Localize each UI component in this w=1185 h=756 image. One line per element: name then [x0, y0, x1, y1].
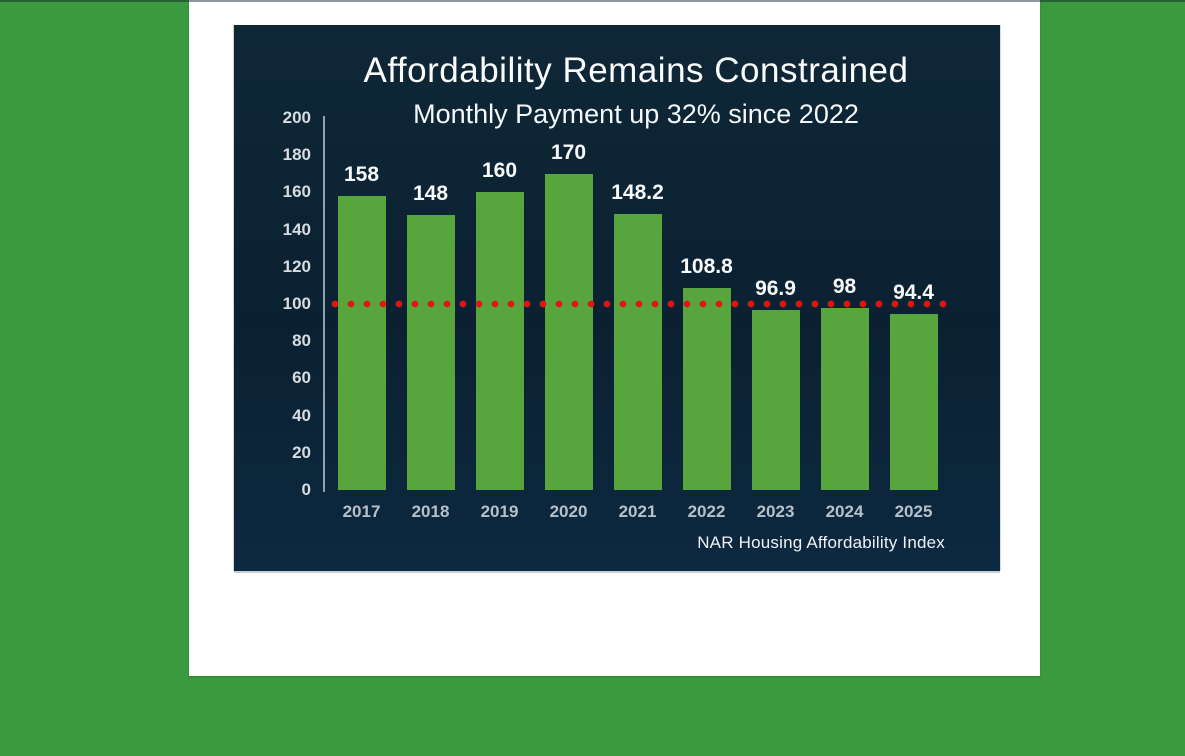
- bar-2017: [337, 196, 386, 490]
- y-tick-label: 80: [292, 331, 311, 351]
- y-tick-label: 160: [282, 182, 311, 202]
- bar-value-label: 158: [343, 163, 380, 187]
- bar-value-label: 96.9: [755, 276, 796, 300]
- bar-value-label: 148: [412, 181, 449, 205]
- bar-2020: [544, 173, 593, 490]
- bar-2025: [889, 314, 938, 490]
- bar-2021: [613, 214, 662, 490]
- affordability-chart: Affordability Remains Constrained Monthl…: [234, 25, 1000, 571]
- source-label: NAR Housing Affordability Index: [697, 533, 945, 552]
- bar-2022: [682, 287, 731, 490]
- bar-2018: [406, 214, 455, 490]
- reference-line-100: [325, 300, 949, 308]
- y-tick-label: 20: [292, 442, 311, 462]
- plot-area: 0 20 40 60 80 100 120 140 160 180 200 158 2017 148 20…: [283, 108, 949, 521]
- bar-value-label: 148.2: [611, 181, 664, 205]
- y-tick-label: 200: [282, 108, 311, 127]
- bar-value-label: 108.8: [680, 254, 733, 278]
- y-tick-label: 60: [292, 368, 311, 388]
- y-tick-label: 120: [282, 256, 311, 276]
- bar-2024: [820, 307, 869, 490]
- bar-2019: [475, 192, 524, 490]
- x-axis-label: 2022: [687, 502, 726, 521]
- x-axis-label: 2017: [342, 502, 381, 521]
- bar-value-label: 98: [832, 274, 857, 298]
- x-axis-label: 2025: [894, 502, 933, 521]
- top-edge-line: [0, 0, 1185, 2]
- x-axis-label: 2024: [825, 502, 864, 521]
- x-axis-label: 2023: [756, 502, 795, 521]
- x-axis-label: 2019: [480, 502, 519, 521]
- bar-value-label: 170: [550, 140, 587, 164]
- bar-value-label: 94.4: [893, 281, 934, 305]
- x-axis-label: 2018: [411, 502, 450, 521]
- y-tick-label: 100: [282, 294, 311, 313]
- slide-panel: Affordability Remains Constrained Monthl…: [189, 0, 1040, 676]
- y-tick-label: 0: [301, 480, 311, 499]
- chart-subtitle: Monthly Payment up 32% since 2022: [413, 99, 859, 129]
- x-axis-label: 2020: [549, 502, 588, 521]
- chart-title: Affordability Remains Constrained: [363, 51, 909, 90]
- bar-2023: [751, 309, 800, 490]
- y-axis-line: [323, 116, 325, 492]
- y-tick-label: 40: [292, 405, 311, 425]
- y-tick-label: 140: [282, 219, 311, 239]
- x-axis-label: 2021: [618, 502, 657, 521]
- y-tick-label: 180: [282, 145, 311, 165]
- bar-value-label: 160: [481, 159, 518, 183]
